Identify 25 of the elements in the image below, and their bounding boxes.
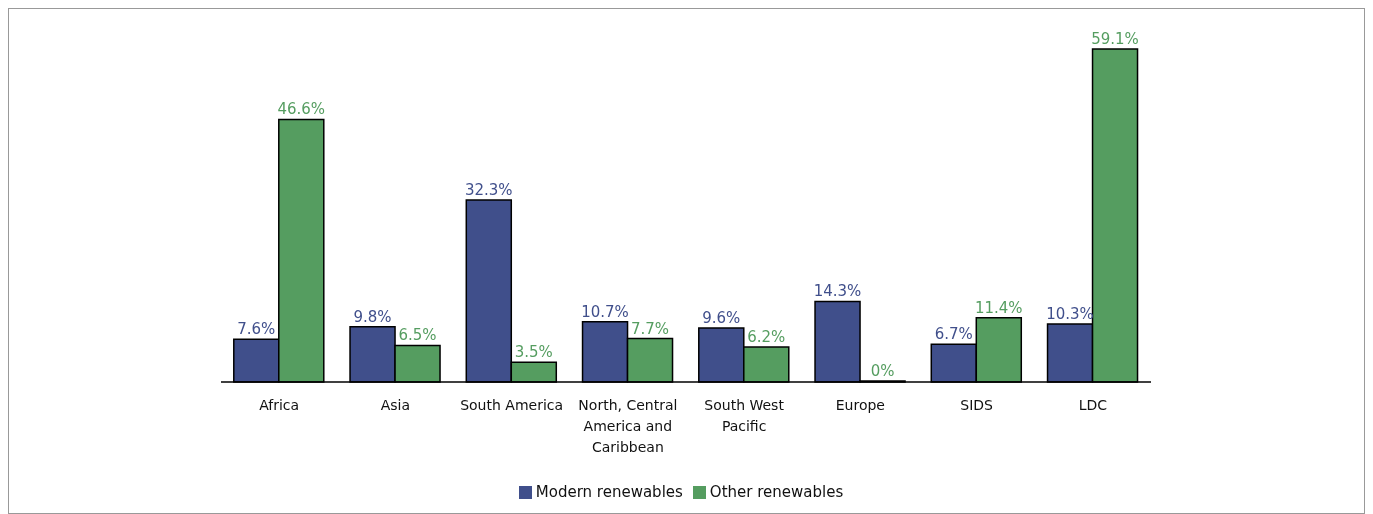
legend-label: Other renewables xyxy=(709,483,844,501)
data-label: 0% xyxy=(870,362,895,380)
x-tick-label: North, Central America and Caribbean xyxy=(578,396,678,455)
data-label: 7.7% xyxy=(630,319,670,338)
x-tick-label: LDC xyxy=(1078,396,1108,413)
data-label: 59.1% xyxy=(1091,30,1139,48)
data-label: 6.5% xyxy=(398,326,437,345)
x-tick-label: Europe xyxy=(835,396,885,413)
data-label: 6.2% xyxy=(747,328,786,347)
data-label: 9.6% xyxy=(702,308,741,327)
legend-label: Modern renewables xyxy=(535,483,683,501)
data-label: 6.7% xyxy=(934,325,973,344)
data-label: 9.8% xyxy=(353,307,392,326)
x-tick-label: Asia xyxy=(380,396,411,413)
data-label: 32.3% xyxy=(464,181,513,200)
x-tick-label: South America xyxy=(460,396,564,413)
data-label: 14.3% xyxy=(813,282,862,301)
x-tick-label: Africa xyxy=(259,396,300,413)
data-label: 7.6% xyxy=(237,320,276,339)
x-tick-label: SIDS xyxy=(960,396,994,413)
x-tick-label: South West Pacific xyxy=(704,396,785,434)
data-label: 46.6% xyxy=(277,100,326,119)
data-label: 3.5% xyxy=(514,343,553,362)
data-label: 11.4% xyxy=(974,298,1023,317)
data-label: 10.7% xyxy=(581,302,629,321)
